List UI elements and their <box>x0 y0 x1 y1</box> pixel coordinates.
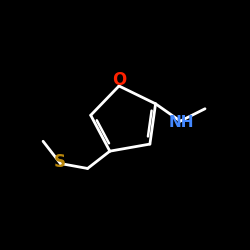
Text: O: O <box>112 71 127 89</box>
Text: S: S <box>54 153 66 171</box>
Text: NH: NH <box>169 115 194 130</box>
